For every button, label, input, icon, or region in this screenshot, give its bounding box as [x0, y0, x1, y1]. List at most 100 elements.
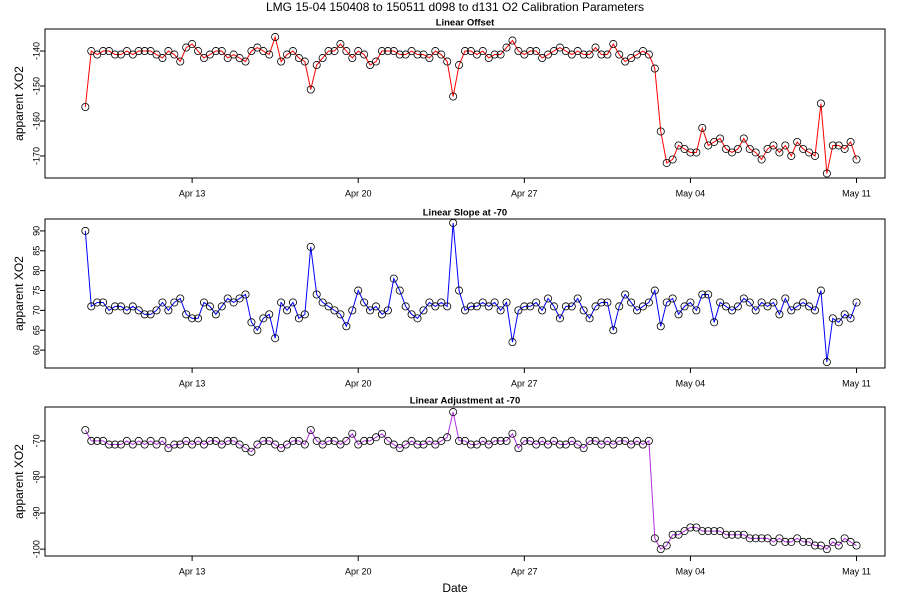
y-tick-label: 80 [31, 266, 41, 276]
data-point [799, 537, 808, 546]
x-tick-label: Apr 20 [345, 378, 372, 388]
data-point [235, 54, 244, 63]
data-point [312, 290, 321, 299]
data-point [478, 47, 487, 56]
x-tick-label: May 04 [676, 566, 706, 576]
data-point [484, 302, 493, 311]
data-point [490, 298, 499, 307]
data-point [188, 40, 197, 49]
data-point [170, 440, 179, 449]
data-point [164, 444, 173, 453]
data-point [763, 144, 772, 153]
y-tick-label: -140 [31, 42, 41, 60]
data-point [336, 310, 345, 319]
data-point [306, 85, 315, 94]
data-point [656, 545, 665, 554]
data-point [223, 436, 232, 445]
data-point [425, 436, 434, 445]
data-point [401, 50, 410, 59]
data-point [164, 47, 173, 56]
data-point [389, 47, 398, 56]
data-point [140, 440, 149, 449]
data-point [271, 440, 280, 449]
y-tick-label: -80 [31, 470, 41, 483]
data-point [336, 40, 345, 49]
data-point [318, 440, 327, 449]
data-point [775, 534, 784, 543]
data-point [348, 429, 357, 438]
y-tick-label: 65 [31, 325, 41, 335]
data-point [852, 298, 861, 307]
data-point [188, 314, 197, 323]
data-point [294, 54, 303, 63]
data-point [87, 302, 96, 311]
data-point [538, 54, 547, 63]
data-point [407, 436, 416, 445]
data-point [247, 47, 256, 56]
data-point [265, 436, 274, 445]
data-point [816, 99, 825, 108]
data-point [425, 54, 434, 63]
data-point [253, 326, 262, 335]
data-point [490, 436, 499, 445]
data-point [698, 290, 707, 299]
data-point [318, 54, 327, 63]
data-point [828, 141, 837, 150]
data-point [277, 57, 286, 66]
panel-title: Linear Adjustment at -70 [410, 396, 521, 407]
data-point [757, 298, 766, 307]
data-point [283, 306, 292, 315]
data-point [674, 141, 683, 150]
data-point [526, 436, 535, 445]
data-point [128, 50, 137, 59]
data-point [211, 436, 220, 445]
data-point [283, 440, 292, 449]
data-point [229, 298, 238, 307]
data-point [805, 148, 814, 157]
data-point [520, 50, 529, 59]
data-point [520, 302, 529, 311]
data-point [140, 310, 149, 319]
data-point [460, 436, 469, 445]
data-point [532, 298, 541, 307]
data-point [644, 50, 653, 59]
y-tick-label: 60 [31, 345, 41, 355]
data-point [621, 436, 630, 445]
data-point [727, 148, 736, 157]
data-point [383, 306, 392, 315]
data-point [170, 50, 179, 59]
data-point [360, 50, 369, 59]
data-point [615, 50, 624, 59]
data-point [662, 298, 671, 307]
data-point [300, 310, 309, 319]
data-point [496, 306, 505, 315]
data-point [170, 298, 179, 307]
data-point [407, 310, 416, 319]
data-point [413, 440, 422, 449]
data-point [354, 286, 363, 295]
data-point [567, 50, 576, 59]
data-point [579, 306, 588, 315]
data-point [342, 436, 351, 445]
data-point [680, 527, 689, 536]
data-point [615, 436, 624, 445]
data-point [99, 436, 108, 445]
data-point [93, 298, 102, 307]
data-point [134, 436, 143, 445]
data-point [496, 436, 505, 445]
y-tick-label: -70 [31, 434, 41, 447]
data-point [478, 298, 487, 307]
data-point [188, 440, 197, 449]
data-point [644, 298, 653, 307]
data-point [739, 134, 748, 143]
data-point [401, 440, 410, 449]
data-point [330, 436, 339, 445]
data-point [366, 306, 375, 315]
data-point [852, 155, 861, 164]
data-point [372, 57, 381, 66]
data-point [199, 440, 208, 449]
data-point [555, 43, 564, 52]
data-point [609, 326, 618, 335]
data-point [585, 436, 594, 445]
